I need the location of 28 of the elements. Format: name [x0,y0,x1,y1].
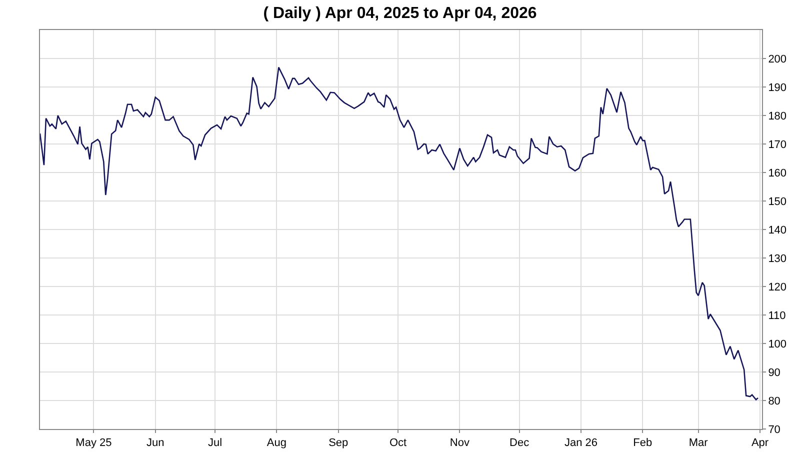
y-tick-label: 70 [768,424,780,436]
x-tick-label: Sep [328,437,348,450]
x-tick-label: Dec [510,437,530,450]
y-tick-label: 180 [768,110,787,122]
x-tick-label: Mar [688,437,708,450]
y-tick-label: 130 [768,252,787,265]
y-tick-label: 90 [768,366,780,379]
y-tick-label: 200 [768,53,787,66]
x-tick-label: Jul [208,437,222,450]
y-tick-label: 80 [768,395,780,408]
x-tick-label: Feb [633,437,652,450]
y-tick-label: 160 [768,167,787,180]
y-tick-label: 150 [768,196,787,208]
y-tick-label: 170 [768,138,787,151]
y-tick-label: 190 [768,82,787,94]
y-tick-label: 120 [768,281,787,294]
x-tick-label: Nov [450,437,470,450]
y-tick-label: 100 [768,338,787,350]
x-tick-label: Aug [266,437,286,450]
y-tick-label: 110 [768,310,786,322]
y-tick-label: 140 [768,224,787,236]
x-tick-label: Oct [389,437,407,450]
x-tick-label: May 25 [76,437,112,450]
chart-title: ( Daily ) Apr 04, 2025 to Apr 04, 2026 [263,5,537,22]
x-tick-label: Jan 26 [564,437,598,450]
line-series [40,66,759,400]
x-tick-label: Apr [751,437,769,450]
x-tick-label: Jun [146,437,164,450]
